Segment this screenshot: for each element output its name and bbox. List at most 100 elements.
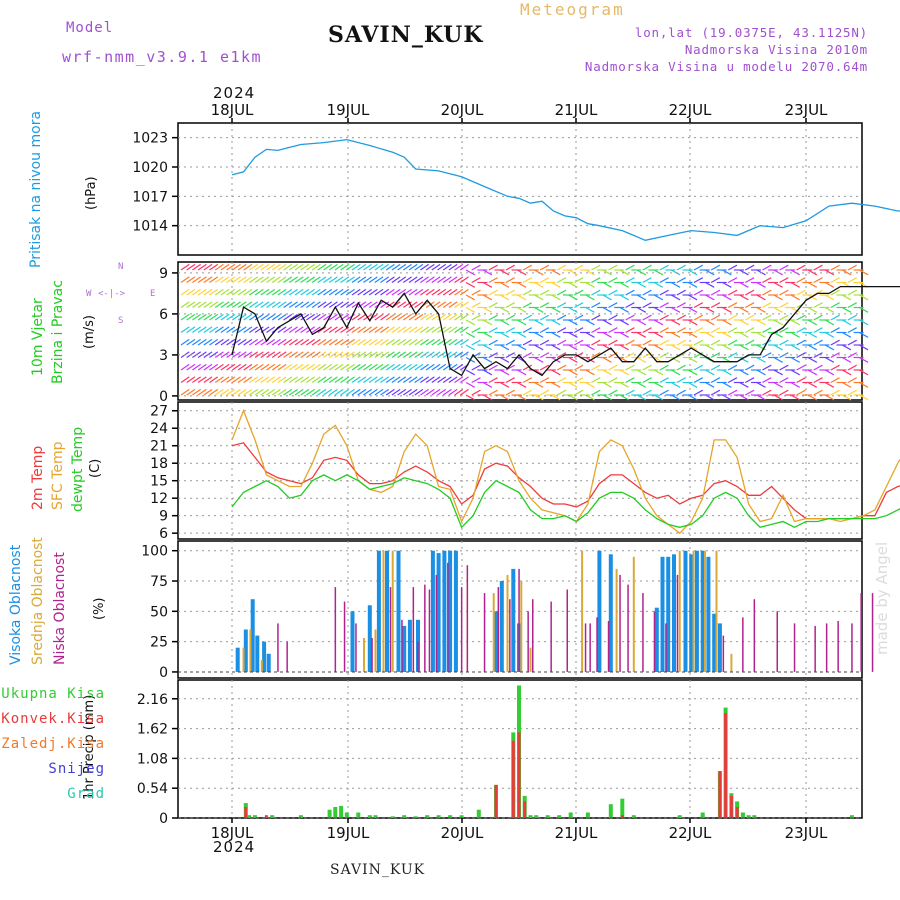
wind-arrow [385, 376, 395, 383]
wind-arrow [762, 264, 772, 271]
bar-cloud [453, 550, 458, 672]
wind-arrow [608, 327, 618, 334]
date-label-top: 23JUL [785, 101, 828, 119]
wind-arrow [231, 376, 241, 383]
series-line-wind-speed [231, 285, 900, 377]
wind-arrow [499, 319, 510, 326]
wind-arrow [636, 306, 647, 313]
wind-arrow [841, 306, 852, 313]
wind-arrow [745, 377, 755, 384]
bar-cloud [608, 554, 613, 672]
wind-arrow [340, 288, 350, 296]
wind-arrow [306, 301, 315, 308]
wind-arrow [625, 302, 635, 309]
wind-arrow [574, 327, 584, 334]
bar-cloud [412, 587, 415, 672]
wind-arrow [556, 327, 567, 334]
wind-arrow [260, 276, 270, 283]
wind-arrow [676, 314, 686, 321]
wind-arrow [197, 363, 207, 371]
wind-arrow [226, 276, 236, 283]
wind-arrow [619, 344, 629, 351]
wind-arrow [847, 389, 857, 396]
wind-arrow [568, 319, 578, 326]
wind-arrow [619, 269, 629, 276]
wind-arrow [237, 326, 247, 333]
wind-arrow [625, 289, 635, 296]
wind-arrow [859, 306, 869, 313]
wind-arrow [847, 289, 857, 296]
wind-arrow [773, 394, 783, 401]
wind-arrow [357, 388, 367, 396]
wind-arrow [357, 376, 367, 383]
wind-arrow [619, 381, 629, 388]
bar-precip [476, 809, 481, 818]
wind-arrow [345, 351, 355, 358]
wind-arrow [271, 351, 281, 358]
wind-arrow [522, 289, 533, 296]
wind-arrow [357, 263, 367, 271]
wind-arrow [619, 306, 629, 313]
wind-arrow [277, 276, 287, 283]
wind-arrow [522, 314, 533, 321]
wind-arrow [488, 352, 498, 359]
wind-arrow [277, 351, 287, 358]
wind-arrow [465, 331, 476, 338]
wind-arrow [414, 276, 424, 283]
wind-arrow [306, 313, 315, 321]
wind-arrow [556, 339, 567, 346]
wind-arrow [380, 388, 390, 396]
wind-arrow [454, 388, 464, 396]
wind-arrow [397, 288, 407, 296]
wind-arrow [465, 306, 476, 313]
date-label-bottom: 21JUL [555, 824, 598, 842]
wind-arrow [636, 356, 647, 363]
wind-arrow [779, 289, 789, 296]
bar-cloud [706, 556, 711, 672]
wind-arrow [323, 263, 333, 271]
wind-arrow [380, 276, 390, 283]
wind-arrow [420, 376, 429, 383]
bar-precip [511, 740, 515, 818]
wind-arrow [180, 301, 190, 308]
date-label-top: 19JUL [327, 101, 370, 119]
bar-precip [620, 815, 624, 818]
bar-cloud [417, 641, 419, 672]
wind-arrow [220, 276, 230, 283]
wind-arrow [391, 288, 401, 296]
wind-arrow [294, 326, 304, 333]
wind-arrow [385, 263, 395, 271]
bar-precip [740, 812, 745, 818]
bar-precip [700, 812, 705, 818]
wind-arrow [488, 364, 498, 371]
wind-arrow [397, 338, 407, 346]
wind-arrow [471, 364, 481, 371]
wind-arrow [499, 269, 510, 276]
wind-arrow [773, 281, 783, 288]
bar-cloud [385, 550, 389, 672]
wind-arrow [688, 381, 698, 388]
wind-arrow [602, 306, 612, 313]
wind-arrow [585, 294, 595, 301]
wind-arrow [739, 356, 749, 363]
wind-arrow [807, 281, 818, 288]
wind-arrow [556, 364, 567, 371]
bar-cloud [694, 550, 699, 672]
wind-arrow [454, 263, 464, 271]
wind-arrow [585, 306, 595, 313]
bar-precip [425, 815, 430, 818]
wind-arrow [363, 351, 372, 358]
wind-arrow [254, 276, 264, 283]
wind-arrow [591, 289, 601, 296]
wind-arrow [254, 351, 264, 358]
wind-arrow [209, 376, 219, 383]
wind-arrow [813, 364, 823, 371]
wind-arrow [368, 388, 378, 396]
wind-arrow [334, 301, 344, 308]
wind-arrow [323, 301, 333, 308]
wind-arrow [790, 306, 800, 313]
wind-arrow [186, 263, 196, 271]
wind-arrow [306, 288, 315, 296]
wind-arrow [459, 313, 469, 321]
